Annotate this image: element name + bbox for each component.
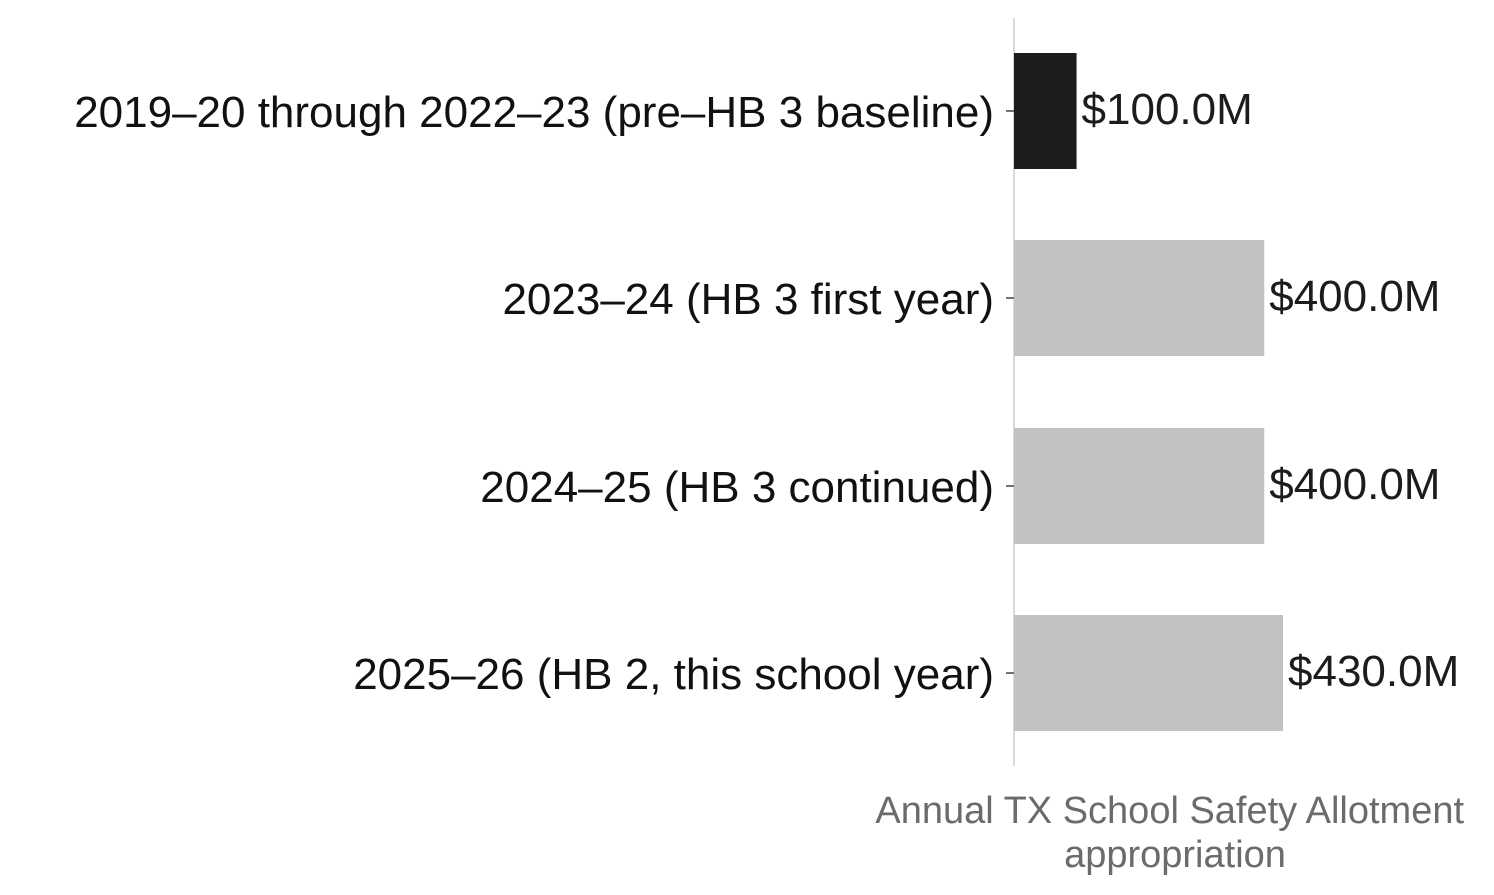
bar-2 <box>1014 240 1265 356</box>
value-label-2: $400.0M <box>1269 272 1440 321</box>
category-label-3: 2024–25 (HB 3 continued) <box>480 463 994 512</box>
category-label-4: 2025–26 (HB 2, this school year) <box>353 650 994 699</box>
y-axis-ticks <box>1006 110 1014 674</box>
bar-4 <box>1014 615 1283 731</box>
bar-1 <box>1014 53 1077 169</box>
category-label-2: 2023–24 (HB 3 first year) <box>502 275 994 324</box>
value-label-4: $430.0M <box>1288 647 1459 696</box>
x-axis-title: Annual TX School Safety Allotment approp… <box>875 790 1474 876</box>
category-label-1: 2019–20 through 2022–23 (pre–HB 3 baseli… <box>74 88 994 137</box>
value-labels: $100.0M $400.0M $400.0M $430.0M <box>1082 85 1460 696</box>
x-axis-title-line-1: Annual TX School Safety Allotment <box>875 790 1464 832</box>
x-axis-title-line-2: appropriation <box>1064 834 1286 876</box>
value-label-3: $400.0M <box>1269 460 1440 509</box>
value-label-1: $100.0M <box>1082 85 1253 134</box>
bar-3 <box>1014 428 1265 544</box>
bars <box>1014 53 1283 731</box>
category-labels: 2019–20 through 2022–23 (pre–HB 3 baseli… <box>74 88 994 699</box>
